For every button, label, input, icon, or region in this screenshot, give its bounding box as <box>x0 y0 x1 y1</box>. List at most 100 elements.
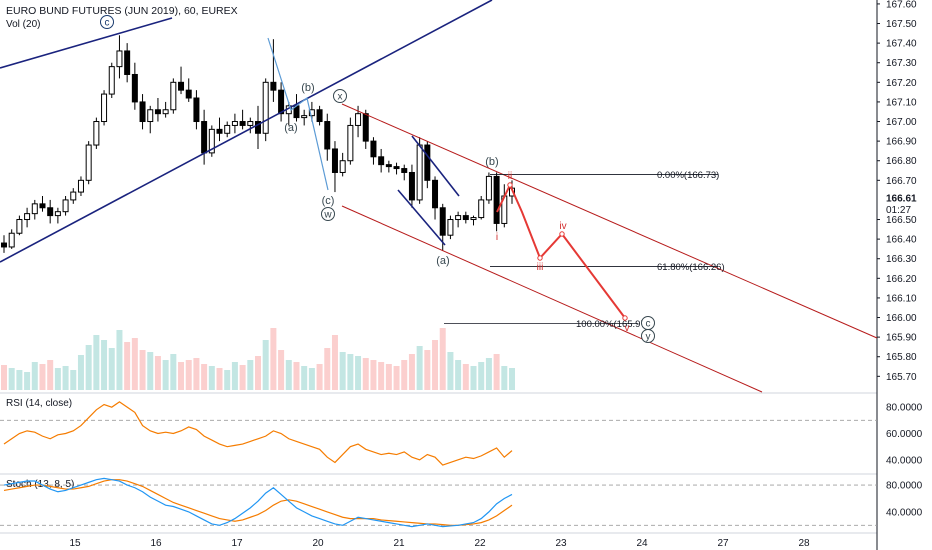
x-tick-label: 20 <box>312 538 324 549</box>
volume-bar <box>170 354 177 390</box>
x-tick-label: 23 <box>555 538 567 549</box>
stoch-k-line <box>3 477 513 528</box>
candle-body <box>93 121 100 146</box>
x-tick-label: 16 <box>150 538 162 549</box>
price-tick-label: 166.50 <box>886 215 917 226</box>
wave-label-ii: ii <box>508 171 512 182</box>
x-tick-label: 28 <box>798 538 810 549</box>
volume-bar <box>455 360 462 390</box>
candle-body <box>316 109 323 123</box>
volume-bar <box>493 354 500 390</box>
volume-bar <box>401 360 408 390</box>
volume-label: Vol (20) <box>6 19 41 30</box>
volume-bar <box>501 366 508 390</box>
price-tick-label: 166.40 <box>886 235 917 246</box>
abc-zigzag <box>267 37 329 191</box>
candle-body <box>385 164 392 168</box>
candle-body <box>147 109 154 123</box>
volume-bar <box>47 360 54 390</box>
candle-body <box>24 213 31 221</box>
volume-bar <box>308 368 315 390</box>
volume-bar <box>8 368 15 390</box>
volume-bar <box>393 366 400 390</box>
candle-body <box>478 199 485 219</box>
candle-body <box>462 215 469 221</box>
volume-bar <box>509 368 515 390</box>
candle-body <box>247 121 254 126</box>
candle-body <box>31 203 38 215</box>
rsi-label: RSI (14, close) <box>6 398 72 409</box>
volume-bar <box>270 328 277 390</box>
rsi-tick-label: 80.0000 <box>886 403 923 414</box>
x-tick-label: 24 <box>636 538 648 549</box>
x-tick-label: 27 <box>717 538 729 549</box>
volume-bar <box>362 358 369 390</box>
wave-label-c-top: c <box>105 18 110 29</box>
candle-body <box>47 207 54 217</box>
wave-label-i: i <box>496 232 498 243</box>
volume-bar <box>239 365 246 390</box>
wave-label-a1: (a) <box>284 122 297 134</box>
candle-body <box>108 66 115 95</box>
wave-label-y: y <box>646 332 651 343</box>
volume-bar <box>316 364 323 390</box>
wave-label-a2: (a) <box>436 255 449 267</box>
volume-bar <box>224 370 231 390</box>
volume-bar <box>147 352 154 390</box>
candle-body <box>270 81 277 91</box>
volume-bar <box>16 370 23 390</box>
last-price-label: 166.61 <box>886 193 917 204</box>
volume-bar <box>208 366 215 390</box>
wave-label-c-end: c <box>646 319 651 330</box>
wave-label-w: w <box>323 210 332 221</box>
volume-bar <box>385 364 392 390</box>
fib-level-label: 0.00%(166.73) <box>657 170 719 181</box>
candle-body <box>362 113 369 142</box>
price-tick-label: 165.80 <box>886 352 917 363</box>
volume-bar <box>247 360 254 390</box>
projection-node <box>537 255 543 261</box>
candle-body <box>216 128 223 134</box>
rsi-line <box>3 401 513 466</box>
x-tick-label: 17 <box>231 538 243 549</box>
volume-bar <box>347 354 354 390</box>
projection-node <box>559 231 565 237</box>
volume-bar <box>54 368 61 390</box>
candle-body <box>424 144 431 181</box>
candle-body <box>278 89 285 115</box>
rsi-tick-label: 40.0000 <box>886 455 923 466</box>
candle-body <box>470 217 477 221</box>
price-tick-label: 166.00 <box>886 313 917 324</box>
wave-label-v: v <box>625 323 630 334</box>
candle-body <box>262 81 269 134</box>
volume-bar <box>485 358 492 390</box>
candle-body <box>239 121 246 126</box>
volume-bar <box>293 362 300 390</box>
x-tick-label: 22 <box>474 538 486 549</box>
candle-body <box>339 160 346 173</box>
wave-label-b2: (b) <box>485 156 498 168</box>
stoch-tick-label: 80.0000 <box>886 481 923 492</box>
price-tick-label: 166.70 <box>886 176 917 187</box>
projection-node <box>622 315 628 321</box>
volume-bar <box>85 345 92 390</box>
candle-body <box>201 121 208 154</box>
candle-body <box>193 97 200 123</box>
volume-bar <box>439 328 446 390</box>
volume-bar <box>378 362 385 390</box>
wave-label-y-circle <box>641 329 655 343</box>
x-tick-label: 15 <box>69 538 81 549</box>
x-tick-label: 21 <box>393 538 405 549</box>
wave-projection <box>496 182 626 319</box>
volume-bar <box>31 362 38 390</box>
price-tick-label: 166.10 <box>886 293 917 304</box>
drawings: 0.00%(166.73) 61.80%(166.26) 100.00%(165.9… <box>0 0 878 393</box>
axes: 167.60 167.50 167.40 167.30 167.20 167.10 167.… <box>69 0 932 549</box>
candle-body <box>331 148 338 173</box>
volume-bar <box>216 368 223 390</box>
volume-bar <box>370 360 377 390</box>
candle-body <box>62 199 69 213</box>
